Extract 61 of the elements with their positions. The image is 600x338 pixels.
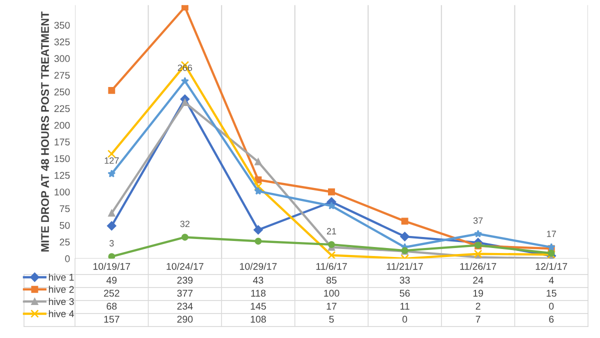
y-axis-title: MITE DROP AT 48 HOURS POST TREATMENT <box>41 11 49 252</box>
x-tick-label: 11/26/17 <box>460 262 496 270</box>
data-label: 85 <box>326 276 336 284</box>
legend-label: hive 1 <box>48 274 74 281</box>
data-label: 0 <box>549 302 554 310</box>
y-tick-label: 225 <box>54 105 70 112</box>
data-label: 0 <box>402 316 408 323</box>
y-tick-label: 75 <box>60 205 70 212</box>
data-label: 32 <box>180 220 190 228</box>
data-label: 17 <box>326 302 336 310</box>
legend-label: hive 3 <box>48 298 74 306</box>
y-tick-label: 175 <box>54 138 70 146</box>
data-label: 11 <box>400 302 410 310</box>
data-label: 43 <box>253 276 264 284</box>
data-label: 127 <box>104 157 119 164</box>
data-label: 108 <box>250 316 266 323</box>
y-tick-label: 200 <box>54 122 70 129</box>
data-label: 239 <box>177 276 193 284</box>
y-tick-label: 275 <box>54 72 70 79</box>
data-label: 6 <box>549 316 554 323</box>
data-label: 234 <box>177 302 193 310</box>
data-label: 17 <box>547 230 556 238</box>
data-label: 4 <box>548 276 554 284</box>
x-tick-label: 11/6/17 <box>316 262 347 270</box>
data-label: 2 <box>476 302 480 310</box>
data-label: 7 <box>476 316 480 323</box>
data-label: 19 <box>473 290 484 297</box>
x-tick-label: 11/21/17 <box>386 262 423 270</box>
y-tick-label: 0 <box>65 255 70 262</box>
x-tick-label: 10/29/17 <box>240 262 277 270</box>
data-label: 49 <box>106 276 117 284</box>
y-tick-label: 250 <box>54 88 70 96</box>
data-label: 377 <box>177 290 193 297</box>
data-label: 37 <box>473 217 483 224</box>
data-label: 56 <box>400 290 410 297</box>
x-tick-label: 10/19/17 <box>93 262 130 270</box>
y-tick-label: 125 <box>54 172 70 179</box>
legend-label: hive 4 <box>48 310 74 318</box>
data-label: 118 <box>251 290 266 297</box>
data-label: 5 <box>329 316 334 323</box>
y-tick-label: 325 <box>54 38 70 46</box>
data-label: 100 <box>324 290 340 297</box>
y-tick-label: 100 <box>54 188 70 196</box>
y-tick-label: 350 <box>54 22 70 29</box>
data-label: 33 <box>400 276 410 284</box>
data-label: 3 <box>109 240 114 246</box>
data-label: 21 <box>326 228 336 234</box>
x-tick-label: 10/24/17 <box>166 262 204 270</box>
y-tick-label: 25 <box>60 238 70 246</box>
data-label: 68 <box>106 302 117 310</box>
y-tick-label: 50 <box>60 222 70 229</box>
y-tick-label: 150 <box>54 155 70 162</box>
y-tick-label: 300 <box>54 55 70 62</box>
data-label: 145 <box>250 302 266 310</box>
data-label: 24 <box>473 276 484 284</box>
data-label: 157 <box>104 316 120 323</box>
legend-label: hive 2 <box>48 286 74 293</box>
data-label: 15 <box>546 290 556 297</box>
data-label: 290 <box>177 316 193 323</box>
data-label: 252 <box>104 290 120 297</box>
x-tick-label: 12/1/17 <box>536 262 568 270</box>
